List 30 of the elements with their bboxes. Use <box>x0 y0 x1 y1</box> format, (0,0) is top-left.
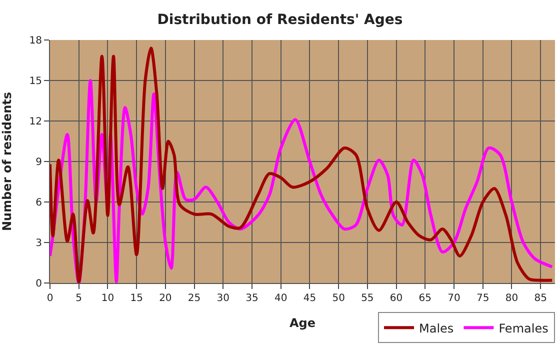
legend-label: Males <box>419 321 454 336</box>
y-tick-label: 0 <box>36 278 42 290</box>
y-tick-label: 15 <box>29 76 42 87</box>
legend-label: Females <box>498 321 548 336</box>
x-axis-title: Age <box>289 316 316 330</box>
x-tick-label: 45 <box>303 293 316 304</box>
y-tick-label: 6 <box>36 198 42 208</box>
x-tick-label: 75 <box>476 293 490 304</box>
x-tick-label: 15 <box>130 293 143 304</box>
x-tick-label: 20 <box>159 293 172 304</box>
chart-title: Distribution of Residents' Ages <box>157 12 403 28</box>
y-axis-title: Number of residents <box>0 92 14 232</box>
x-tick-label: 70 <box>448 293 460 304</box>
x-tick-label: 5 <box>76 293 82 304</box>
y-tick-label: 3 <box>36 238 42 249</box>
x-tick-label: 10 <box>101 293 114 304</box>
y-tick-label: 9 <box>36 157 42 168</box>
y-tick-label: 12 <box>29 116 42 128</box>
x-tick-label: 80 <box>505 293 518 304</box>
y-tick-label: 18 <box>29 36 42 46</box>
x-tick-label: 85 <box>534 293 547 304</box>
x-tick-label: 55 <box>361 293 374 304</box>
x-tick-label: 35 <box>246 293 258 304</box>
x-tick-label: 25 <box>188 293 201 304</box>
x-tick-label: 60 <box>390 293 403 304</box>
x-tick-label: 65 <box>418 293 432 304</box>
x-tick-label: 0 <box>46 293 54 304</box>
x-tick-label: 50 <box>332 293 345 304</box>
x-tick-label: 40 <box>274 293 288 304</box>
x-tick-label: 30 <box>216 293 230 304</box>
